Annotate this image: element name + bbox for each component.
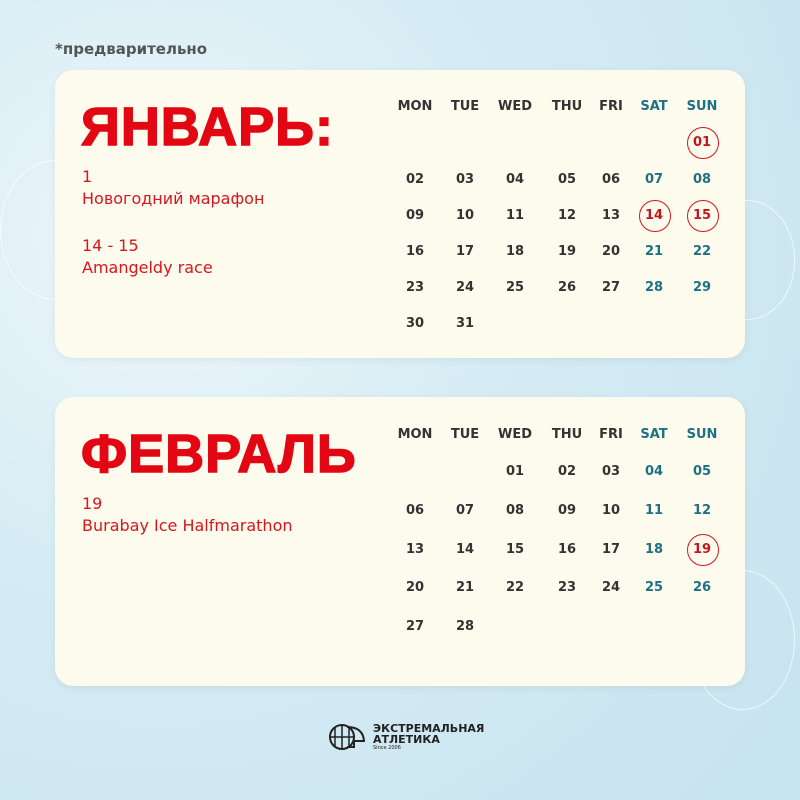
preliminary-note: *предварительно <box>55 40 208 58</box>
globe-helmet-icon <box>329 724 366 750</box>
february-card: ФЕВРАЛЬ 19 Burabay Ice Halfmarathon MON T… <box>55 397 745 686</box>
day-cell: 24 <box>601 580 621 595</box>
day-cell: 25 <box>644 580 664 595</box>
event: 19 Burabay Ice Halfmarathon <box>82 493 293 537</box>
day-cell: 13 <box>601 208 621 223</box>
day-cell: 05 <box>557 172 577 187</box>
day-cell: 26 <box>692 580 712 595</box>
weekday-header: WED <box>497 427 532 442</box>
day-cell: 02 <box>405 172 425 187</box>
day-cell: 02 <box>557 464 577 479</box>
day-cell: 22 <box>505 580 525 595</box>
weekday-header: FRI <box>599 99 623 114</box>
day-cell: 18 <box>644 542 664 557</box>
day-cell: 03 <box>601 464 621 479</box>
day-cell: 04 <box>505 172 525 187</box>
day-cell: 09 <box>405 208 425 223</box>
day-cell: 12 <box>557 208 577 223</box>
event-name: Amangeldy race <box>82 258 213 277</box>
weekday-header: TUE <box>450 427 480 442</box>
event-day: 14 <box>634 200 674 232</box>
day-cell: 20 <box>405 580 425 595</box>
weekday-header: SUN <box>686 427 718 442</box>
day-cell: 12 <box>692 503 712 518</box>
day-cell: 17 <box>455 244 475 259</box>
day-cell: 11 <box>505 208 525 223</box>
day-cell: 18 <box>505 244 525 259</box>
weekday-header: SAT <box>640 427 668 442</box>
day-cell: 21 <box>644 244 664 259</box>
weekday-header: THU <box>551 427 583 442</box>
event-name: Новогодний марафон <box>82 189 265 208</box>
event: 14 - 15 Amangeldy race <box>82 235 213 279</box>
weekday-header: MON <box>397 99 433 114</box>
day-cell: 14 <box>455 542 475 557</box>
day-cell: 09 <box>557 503 577 518</box>
event-day: 19 <box>682 534 722 566</box>
day-cell: 06 <box>601 172 621 187</box>
event-date: 14 - 15 <box>82 236 139 255</box>
day-cell: 10 <box>455 208 475 223</box>
day-cell: 28 <box>455 619 475 634</box>
day-cell: 07 <box>455 503 475 518</box>
day-cell: 16 <box>557 542 577 557</box>
event: 1 Новогодний марафон <box>82 166 264 210</box>
day-cell: 26 <box>557 280 577 295</box>
weekday-header: SUN <box>686 99 718 114</box>
weekday-header: SAT <box>640 99 668 114</box>
day-cell: 28 <box>644 280 664 295</box>
day-cell: 04 <box>644 464 664 479</box>
day-cell: 10 <box>601 503 621 518</box>
day-cell: 23 <box>405 280 425 295</box>
event-name: Burabay Ice Halfmarathon <box>82 516 293 535</box>
logo-line2: АТЛЕТИКА <box>373 733 440 746</box>
day-cell: 27 <box>601 280 621 295</box>
weekday-header: FRI <box>599 427 623 442</box>
event-date: 1 <box>82 167 93 186</box>
january-card: ЯНВАРЬ: 1 Новогодний марафон 14 - 15 Ama… <box>55 70 745 358</box>
day-cell: 23 <box>557 580 577 595</box>
weekday-header: THU <box>551 99 583 114</box>
month-title: ФЕВРАЛЬ <box>80 423 357 485</box>
day-cell: 05 <box>692 464 712 479</box>
day-cell: 22 <box>692 244 712 259</box>
event-day: 15 <box>682 200 722 232</box>
day-cell: 25 <box>505 280 525 295</box>
day-cell: 21 <box>455 580 475 595</box>
day-cell: 08 <box>692 172 712 187</box>
event-day: 01 <box>682 127 722 159</box>
day-cell: 08 <box>505 503 525 518</box>
day-cell: 16 <box>405 244 425 259</box>
logo-line1: ЭКСТРЕМАЛЬНАЯ <box>373 722 485 735</box>
day-cell: 07 <box>644 172 664 187</box>
day-cell: 15 <box>505 542 525 557</box>
day-cell: 06 <box>405 503 425 518</box>
logo: ЭКСТРЕМАЛЬНАЯ АТЛЕТИКА Since 2006 <box>327 722 484 752</box>
weekday-header: MON <box>397 427 433 442</box>
day-cell: 01 <box>505 464 525 479</box>
event-date: 19 <box>82 494 103 513</box>
day-cell: 03 <box>455 172 475 187</box>
weekday-header: WED <box>497 99 532 114</box>
day-cell: 11 <box>644 503 664 518</box>
day-cell: 27 <box>405 619 425 634</box>
day-cell: 17 <box>601 542 621 557</box>
day-cell: 13 <box>405 542 425 557</box>
weekday-header: TUE <box>450 99 480 114</box>
day-cell: 31 <box>455 316 475 331</box>
logo-since: Since 2006 <box>373 745 401 751</box>
day-cell: 29 <box>692 280 712 295</box>
day-cell: 19 <box>557 244 577 259</box>
day-cell: 30 <box>405 316 425 331</box>
day-cell: 24 <box>455 280 475 295</box>
month-title: ЯНВАРЬ: <box>80 96 334 158</box>
day-cell: 20 <box>601 244 621 259</box>
